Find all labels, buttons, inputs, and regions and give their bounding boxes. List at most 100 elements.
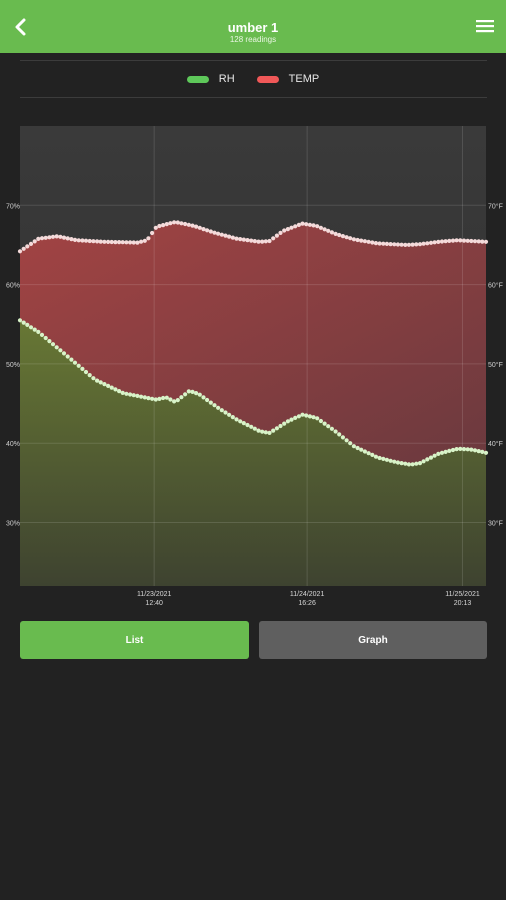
legend-item-temp[interactable]: TEMP — [256, 73, 319, 85]
temp-point-56 — [223, 233, 228, 238]
temp-point-23 — [102, 239, 107, 244]
rh-point-36 — [150, 396, 155, 401]
rh-point-50 — [201, 395, 206, 400]
rh-point-107 — [410, 462, 415, 467]
temp-point-105 — [403, 242, 408, 247]
temp-point-90 — [348, 236, 353, 241]
temp-point-61 — [241, 237, 246, 242]
temp-point-21 — [95, 239, 100, 244]
hamburger-menu-icon[interactable] — [474, 16, 496, 36]
rh-point-110 — [421, 459, 426, 464]
rh-point-123 — [469, 447, 474, 452]
rh-point-65 — [256, 428, 261, 433]
back-chevron-left-icon[interactable] — [8, 14, 34, 40]
rh-point-61 — [241, 421, 246, 426]
temp-point-19 — [87, 238, 92, 244]
rh-point-122 — [465, 447, 470, 452]
rh-point-91 — [351, 444, 356, 449]
rh-point-77 — [300, 412, 305, 417]
rh-point-11 — [58, 348, 63, 353]
rh-point-47 — [190, 389, 195, 394]
temp-point-111 — [425, 241, 430, 246]
x-tick-date-label: 11/24/2021 — [290, 591, 325, 598]
rh-point-120 — [458, 446, 463, 451]
temp-point-69 — [271, 236, 276, 241]
rh-point-25 — [109, 385, 114, 390]
temp-point-12 — [61, 235, 67, 240]
rh-point-49 — [197, 392, 202, 397]
temp-point-2 — [25, 244, 30, 249]
rh-point-109 — [417, 461, 423, 466]
temp-point-106 — [406, 242, 411, 247]
rh-point-2 — [25, 322, 30, 327]
temp-point-91 — [351, 237, 356, 242]
list-button[interactable]: List — [20, 621, 249, 659]
temp-point-116 — [443, 239, 448, 244]
rh-point-20 — [91, 376, 96, 381]
temp-point-39 — [161, 223, 166, 228]
y-right-tick-label: 30°F — [488, 520, 503, 528]
rh-point-102 — [392, 459, 397, 464]
temp-point-9 — [50, 234, 56, 239]
rh-point-96 — [370, 452, 375, 457]
rh-point-57 — [227, 412, 232, 417]
temp-point-114 — [436, 239, 441, 244]
rh-point-40 — [164, 395, 169, 400]
temp-point-59 — [234, 236, 239, 241]
y-right-tick-label: 50°F — [488, 361, 503, 369]
chart-container: 30% 40% 50% 60% 70% 30°F 40°F 50°F 60°F 70°F 11/23… — [0, 110, 506, 610]
rh-point-92 — [355, 445, 360, 451]
temp-point-119 — [454, 238, 459, 243]
rh-point-86 — [333, 429, 338, 434]
temp-point-18 — [83, 238, 89, 243]
rh-point-117 — [447, 448, 452, 453]
temp-point-97 — [373, 241, 378, 246]
rh-point-0 — [17, 318, 23, 323]
legend-item-rh[interactable]: RH — [186, 73, 235, 85]
temp-point-79 — [307, 222, 312, 227]
rh-point-23 — [102, 382, 107, 387]
temp-point-48 — [194, 224, 199, 229]
temp-point-81 — [315, 224, 320, 229]
y-right-tick-label: 60°F — [488, 282, 503, 290]
temp-point-35 — [146, 236, 151, 241]
rh-point-9 — [50, 342, 56, 347]
rh-point-112 — [428, 455, 434, 460]
rh-point-8 — [47, 339, 52, 344]
rh-point-16 — [76, 363, 81, 368]
rh-point-43 — [175, 398, 180, 403]
rh-point-124 — [472, 448, 478, 453]
rh-point-31 — [131, 393, 136, 398]
rh-point-27 — [117, 389, 122, 394]
rh-point-106 — [406, 462, 411, 467]
rh-point-97 — [373, 454, 378, 459]
rh-point-12 — [61, 351, 67, 356]
rh-point-81 — [315, 416, 320, 421]
rh-point-125 — [476, 449, 481, 454]
rh-point-7 — [43, 335, 48, 341]
rh-point-75 — [293, 415, 298, 420]
temp-point-52 — [208, 229, 213, 234]
rh-temp-chart[interactable]: 30% 40% 50% 60% 70% 30°F 40°F 50°F 60°F 70°F 11/23… — [0, 110, 506, 610]
rh-point-42 — [172, 399, 177, 404]
temp-point-30 — [128, 240, 133, 245]
graph-button[interactable]: Graph — [259, 621, 487, 659]
rh-point-84 — [326, 424, 331, 429]
rh-point-111 — [425, 457, 430, 462]
temp-point-89 — [344, 235, 349, 240]
rh-point-85 — [329, 426, 334, 431]
temp-point-95 — [366, 239, 371, 244]
temp-point-44 — [179, 221, 184, 226]
rh-point-87 — [337, 432, 342, 437]
temp-point-85 — [329, 230, 334, 235]
temp-point-42 — [172, 220, 177, 225]
rh-point-45 — [183, 392, 188, 397]
divider-top — [20, 60, 487, 61]
rh-point-56 — [223, 410, 228, 415]
temp-point-113 — [432, 240, 437, 245]
app-header: umber 1 128 readings — [0, 0, 506, 53]
rh-point-54 — [216, 405, 221, 410]
temp-point-103 — [395, 242, 400, 247]
temp-point-96 — [370, 240, 375, 245]
rh-point-51 — [205, 397, 210, 403]
